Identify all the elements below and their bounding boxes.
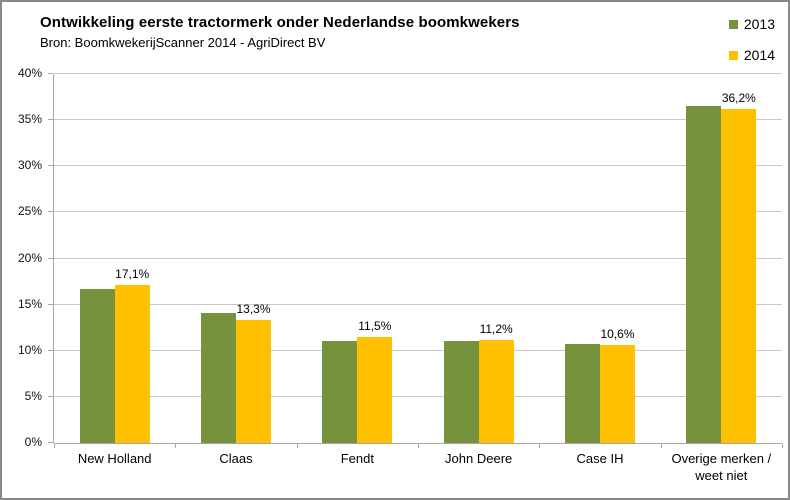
y-axis-labels: 0% 5% 10% 15% 20% 25% 30% 35% 40%	[2, 66, 48, 449]
y-axis-line	[53, 74, 54, 443]
x-axis-label-fendt: Fendt	[340, 451, 374, 466]
bar-2013-john-deere	[443, 340, 479, 443]
gridline-30%	[54, 165, 782, 167]
x-tick	[782, 444, 783, 448]
y-axis-tick-label: 40%	[17, 66, 42, 80]
bar-2013-case-ih	[565, 344, 600, 443]
legend-swatch-2014	[728, 50, 738, 60]
bar-2014-john-deere	[478, 339, 514, 443]
plot-area: 17,1% 13,3% 11,5% 11,2% 10,6% 36,2%	[48, 73, 783, 448]
x-axis-label-john-deere: John Deere	[445, 451, 513, 466]
data-label-2014: 11,5%	[358, 318, 392, 333]
bar-2013-claas	[201, 312, 236, 443]
x-tick	[54, 444, 55, 448]
data-label-2014: 11,2%	[479, 321, 513, 336]
data-label-2014: 10,6%	[600, 327, 635, 342]
bar-2014-overige-merken-weet-niet	[721, 109, 757, 443]
y-axis-tick-label: 0%	[24, 435, 42, 449]
legend-swatch-2013	[728, 19, 738, 29]
gridline-5%	[54, 395, 782, 397]
data-label-2014: 36,2%	[721, 91, 756, 106]
gridline-40%	[54, 73, 782, 74]
y-tick-30%	[48, 165, 53, 167]
x-axis-label-overige-merken-weet-niet: Overige merken / weet niet	[671, 451, 772, 483]
gridline-10%	[54, 349, 782, 351]
x-tick	[660, 444, 662, 448]
y-tick-0%	[48, 442, 53, 443]
y-tick-15%	[48, 303, 53, 305]
x-tick	[175, 444, 177, 448]
legend: 2013 2014	[728, 16, 775, 63]
data-label-2014: 13,3%	[236, 302, 271, 317]
data-label-2014: 17,1%	[115, 267, 150, 282]
y-tick-20%	[48, 257, 53, 259]
chart-title: Ontwikkeling eerste tractormerk onder Ne…	[40, 14, 520, 31]
y-axis-tick-label: 5%	[24, 388, 42, 403]
bar-2014-case-ih	[600, 345, 635, 443]
gridline-20%	[54, 257, 782, 259]
bar-2014-claas	[236, 320, 271, 443]
gridline-35%	[54, 119, 782, 121]
x-axis-label-case-ih: Case IH	[576, 451, 624, 466]
legend-label-2014: 2014	[743, 47, 775, 63]
bar-2013-fendt	[322, 340, 358, 443]
x-tick	[418, 444, 419, 448]
x-axis-label-new-holland: New Holland	[77, 451, 152, 466]
y-axis-tick-label: 20%	[17, 250, 42, 265]
y-axis-tick-label: 30%	[17, 158, 42, 173]
bar-2014-new-holland	[114, 285, 150, 443]
x-tick	[296, 444, 298, 448]
y-tick-10%	[48, 349, 53, 351]
y-axis-tick-label: 35%	[17, 112, 42, 127]
bar-2014-fendt	[357, 336, 393, 443]
chart-source: Bron: BoomkwekerijScanner 2014 - AgriDir…	[40, 35, 326, 50]
gridline-25%	[54, 211, 782, 213]
x-axis-line	[54, 443, 782, 444]
y-axis-tick-label: 15%	[17, 296, 42, 311]
x-tick	[539, 444, 541, 448]
gridline-15%	[54, 303, 782, 305]
legend-label-2013: 2013	[743, 16, 775, 32]
bar-2013-new-holland	[79, 288, 115, 443]
y-tick-35%	[48, 119, 53, 121]
bar-2013-overige-merken-weet-niet	[686, 106, 722, 443]
x-axis-labels: New Holland Claas Fendt John Deere Case IH Ov…	[54, 450, 782, 490]
legend-item-2014: 2014	[728, 47, 775, 63]
x-axis-label-claas: Claas	[219, 451, 253, 466]
y-axis-tick-label: 25%	[17, 204, 42, 219]
legend-item-2013: 2013	[728, 16, 775, 32]
y-axis-tick-label: 10%	[17, 342, 42, 357]
y-tick-5%	[48, 395, 53, 397]
y-tick-25%	[48, 211, 53, 213]
y-tick-40%	[48, 73, 53, 74]
